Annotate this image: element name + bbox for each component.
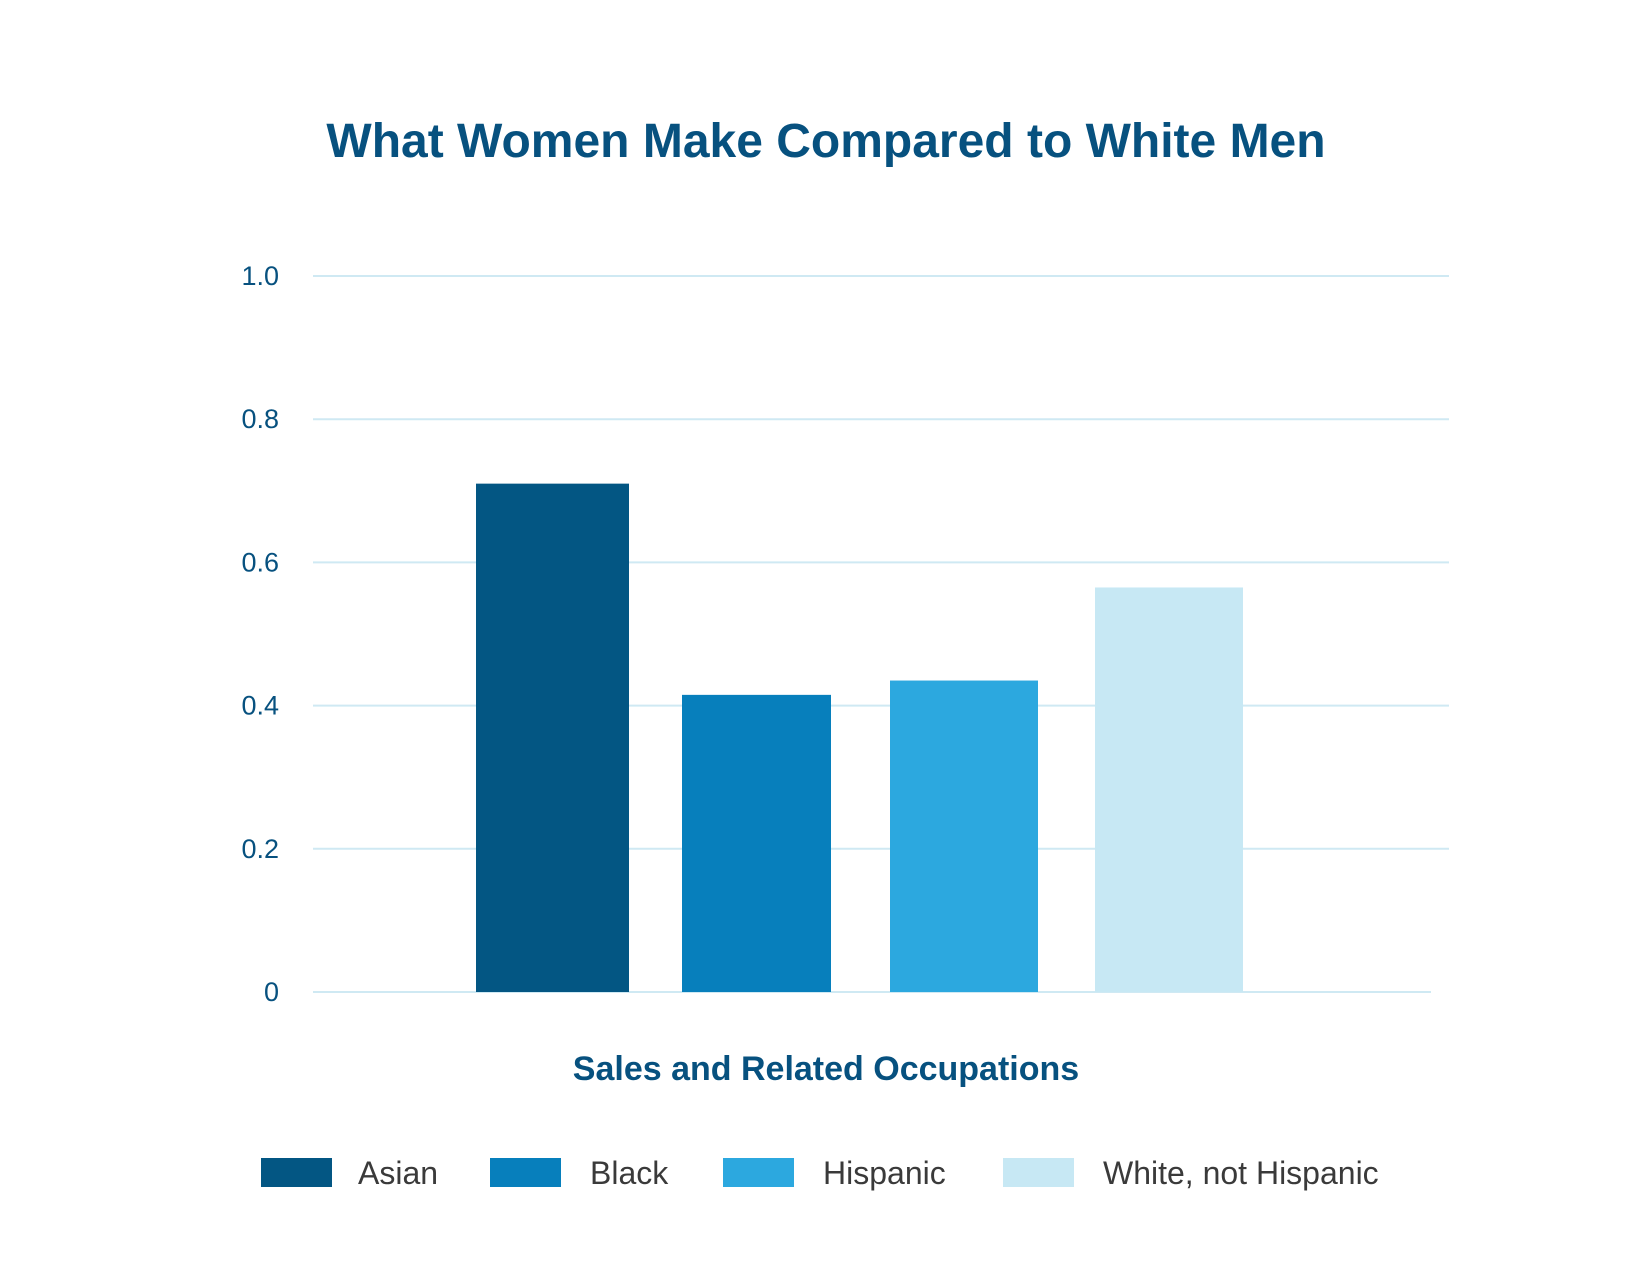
y-axis-ticks: 0 0.2 0.4 0.6 0.8 1.0 [241,261,279,1007]
y-tick-label: 0 [264,977,279,1007]
bars [476,483,1243,992]
legend-label: Asian [358,1155,438,1191]
chart-title: What Women Make Compared to White Men [326,115,1325,168]
y-tick-label: 0.4 [241,691,279,721]
legend-swatch [723,1158,794,1187]
y-tick-label: 0.8 [241,404,279,434]
legend: Asian Black Hispanic White, not Hispanic [261,1155,1379,1191]
legend-label: White, not Hispanic [1103,1155,1379,1191]
y-tick-label: 0.2 [241,834,279,864]
legend-swatch [490,1158,561,1187]
legend-label: Black [590,1155,669,1191]
y-tick-label: 1.0 [241,261,279,291]
bar-white-not-hispanic [1095,587,1243,992]
bar-hispanic [890,680,1038,992]
legend-swatch [261,1158,332,1187]
y-tick-label: 0.6 [241,547,279,577]
legend-swatch [1003,1158,1074,1187]
x-axis-label: Sales and Related Occupations [573,1050,1079,1088]
bar-black [682,694,831,992]
bar-asian [476,483,629,992]
legend-label: Hispanic [823,1155,946,1191]
